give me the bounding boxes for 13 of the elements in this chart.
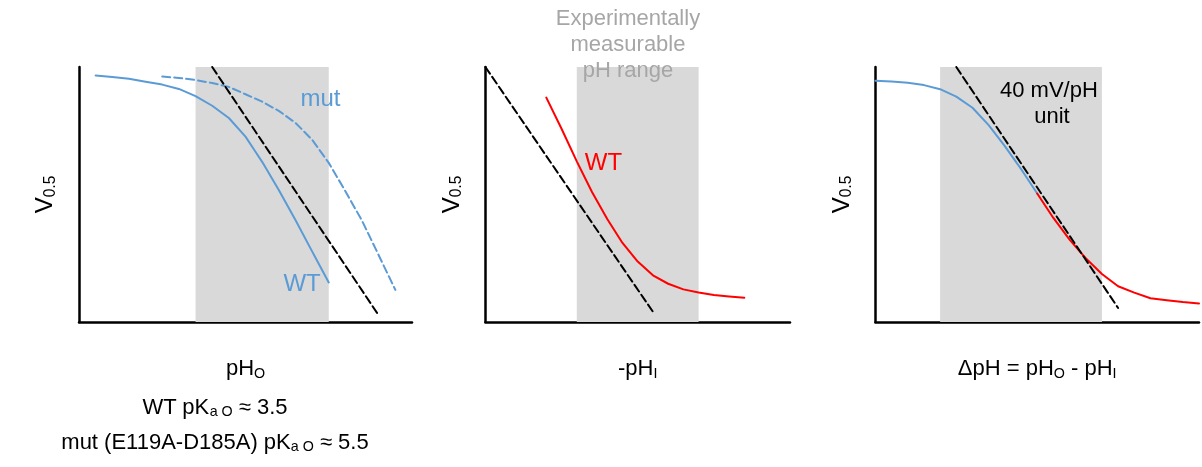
x-axis-title: pHO [225, 355, 266, 381]
series-label: mut [300, 84, 341, 112]
x-axis-title: ΔpH = pHO - pHI [957, 355, 1117, 381]
text: mut (E119A-D185A) pKa O ≈ 5.5 [61, 428, 369, 454]
y-axis-title: V0.5 [826, 175, 854, 214]
annotation: Experimentally measurable pH range [555, 4, 701, 82]
annotation: 40 mV/pH unit [1000, 76, 1104, 128]
y-axis-title: V0.5 [436, 175, 464, 214]
series-label: WT [584, 147, 623, 175]
y-axis-title: V0.5 [30, 175, 58, 214]
x-axis-title: -pHI [617, 355, 658, 381]
text: WT pKa O ≈ 3.5 [142, 393, 288, 419]
series-label: WT [283, 268, 322, 296]
